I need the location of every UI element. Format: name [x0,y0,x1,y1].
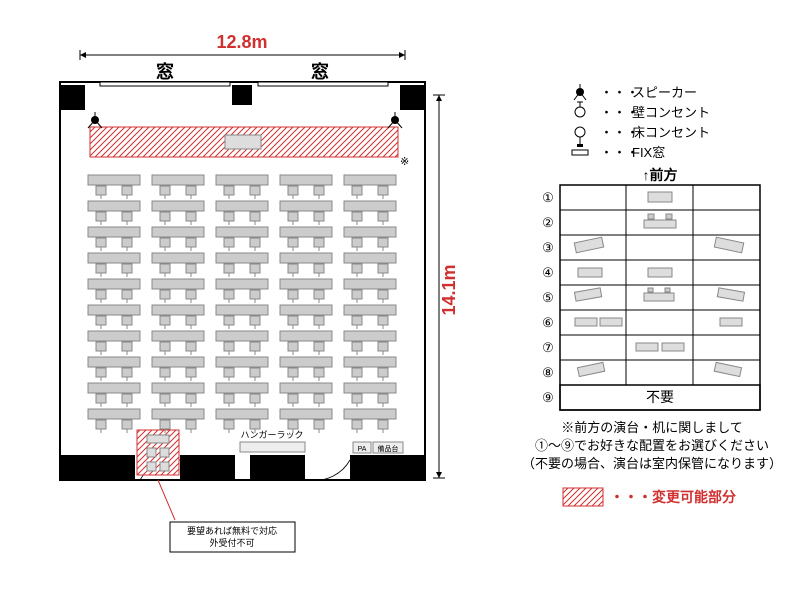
svg-text:③: ③ [542,240,554,255]
bottom-note-1: 要望あれば無料で対応 [187,525,277,536]
svg-text:⑦: ⑦ [542,340,554,355]
svg-text:FIX窓: FIX窓 [632,145,665,160]
height-dimension: 14.1m [433,95,459,478]
bottom-note-2: 外受付不可 [209,537,254,548]
front-label: ↑前方 [643,167,678,183]
legend-row-speaker: ・・・ スピーカー [574,84,697,100]
window-label-right: 窓 [311,61,329,82]
star-marker: ※ [400,156,409,168]
svg-text:④: ④ [542,265,554,280]
note-line-3: （不要の場合、演台は室内保管になります） [522,456,782,471]
equipment-label: 備品台 [378,444,399,453]
note-line-2: ①～⑨でお好きな配置をお選びください [535,438,769,453]
floor-plan-diagram: 12.8m 14.1m 窓 窓 [0,0,800,600]
svg-text:①: ① [542,190,554,205]
width-label: 12.8m [216,32,267,52]
width-dimension: 12.8m [80,32,405,60]
speaker-icon [388,112,402,128]
svg-text:スピーカー: スピーカー [632,85,697,100]
changeable-swatch [563,488,603,506]
pa-label: PA [358,446,367,453]
options-grid: ① ② ③ ④ ⑤ ⑥ ⑦ ⑧ ⑨ [542,185,760,410]
seating-grid [88,175,396,433]
svg-text:床コンセント: 床コンセント [632,125,710,140]
legend-row-floor-outlet: ・・・ 床コンセント [575,125,710,147]
bottom-changeable [137,430,179,520]
svg-text:⑨: ⑨ [542,390,554,405]
speaker-icon [88,112,102,128]
legend-row-fix-window: ・・・ FIX窓 [572,145,665,160]
svg-text:⑥: ⑥ [542,315,554,330]
svg-text:②: ② [542,215,554,230]
note-line-1: ※前方の演台・机に関しまして [561,420,743,435]
svg-text:⑧: ⑧ [542,365,554,380]
svg-text:⑤: ⑤ [542,290,554,305]
svg-text:壁コンセント: 壁コンセント [632,105,710,120]
changeable-label: ・・・変更可能部分 [610,489,736,505]
legend-row-wall-outlet: ・・・ 壁コンセント [575,102,710,120]
not-needed-label: 不要 [646,389,674,405]
window-label-left: 窓 [156,61,174,82]
height-label: 14.1m [439,264,459,315]
legend-panel: ・・・ スピーカー ・・・ 壁コンセント ・・・ 床コンセント ・・・ FIX窓… [522,84,782,506]
hanger-rack-label: ハンガーラック [240,430,303,440]
